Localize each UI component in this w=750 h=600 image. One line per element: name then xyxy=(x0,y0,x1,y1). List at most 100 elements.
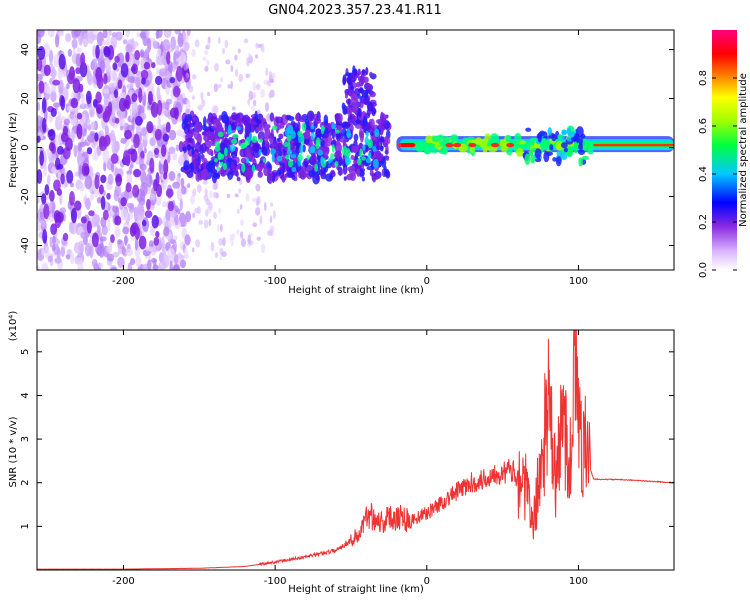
spectrogram-blob xyxy=(285,154,291,160)
spectrogram-blob xyxy=(110,266,118,270)
spectrogram-blob xyxy=(251,135,258,143)
spectrogram-blob xyxy=(187,137,193,144)
spectrogram-blob xyxy=(306,154,310,161)
spectrogram-blob xyxy=(172,181,181,189)
spectrogram-blob xyxy=(176,129,183,137)
spectrogram-blob xyxy=(299,117,307,123)
spectrogram-blob xyxy=(184,234,191,246)
spectrogram-blob xyxy=(255,83,261,91)
spectrogram-blob xyxy=(216,223,220,233)
spectrogram-blob xyxy=(102,209,109,221)
spectrogram-blob xyxy=(122,226,130,235)
spectrogram-blob xyxy=(238,188,242,194)
spectrogram-blob xyxy=(230,80,233,90)
spectrogram-blob xyxy=(248,240,254,246)
spectrogram-blob xyxy=(203,134,210,142)
spectrogram-blob xyxy=(79,62,88,78)
spectrogram-blob xyxy=(261,139,266,152)
spectrogram-blob xyxy=(174,107,179,120)
spectrogram-blob xyxy=(70,97,79,109)
spectrogram-blob xyxy=(331,127,336,140)
spectrogram-blob xyxy=(48,49,54,64)
spectrogram-blob xyxy=(384,136,391,145)
spectrogram-blob xyxy=(181,217,187,227)
x-tick-label: -200 xyxy=(112,576,135,587)
spectrogram-blob xyxy=(120,197,127,207)
spectrogram-blob xyxy=(578,157,583,167)
spectrogram-blob xyxy=(365,82,372,91)
spectrogram-blob xyxy=(263,201,267,212)
spectrogram-blob xyxy=(195,172,201,182)
spectrogram-blob xyxy=(370,118,375,129)
spectrogram-blob xyxy=(109,70,118,82)
spectrogram-blob xyxy=(53,102,61,108)
y-tick-label: 0 xyxy=(20,144,31,150)
spectrogram-blob xyxy=(120,207,129,221)
spectrogram-blob xyxy=(168,64,173,73)
spectrogram-blob xyxy=(117,79,123,90)
spectrogram-blob xyxy=(297,159,302,167)
spectrogram-blob xyxy=(357,88,364,93)
spectrogram-blob xyxy=(162,201,167,208)
spectrogram-blob xyxy=(278,133,284,140)
spectrogram-blob xyxy=(431,135,442,143)
spectrogram-blob xyxy=(158,68,167,77)
spectrogram-blob xyxy=(360,163,365,170)
spectrogram-blob xyxy=(120,63,129,78)
bottom-plot-frame xyxy=(36,329,675,571)
spectrogram-blob xyxy=(506,142,515,148)
spectrogram-blob xyxy=(276,169,282,176)
spectrogram-blob xyxy=(155,194,162,206)
spectrogram-blob xyxy=(237,48,241,54)
spectrogram-blob xyxy=(177,208,181,215)
x-tick-label: -200 xyxy=(112,276,135,287)
spectrogram-blob xyxy=(41,97,47,114)
spectrogram-blob xyxy=(208,218,212,227)
spectrogram-blob xyxy=(39,203,44,212)
spectrogram-blob xyxy=(334,160,339,168)
spectrogram-blob xyxy=(238,73,244,83)
spectrogram-blob xyxy=(506,148,513,156)
spectrogram-blob xyxy=(56,248,61,259)
spectrogram-blob xyxy=(184,254,189,260)
spectrogram-blob xyxy=(154,128,162,141)
spectrogram-blob xyxy=(173,263,180,270)
spectrogram-blob xyxy=(190,194,195,205)
spectrogram-blob xyxy=(152,264,159,270)
spectrogram-blob xyxy=(95,44,100,59)
spectrogram-blob xyxy=(185,108,191,116)
spectrogram-blob xyxy=(66,249,72,255)
spectrogram-blob xyxy=(203,116,207,128)
spectrogram-blob xyxy=(53,179,61,192)
bottom-y-ticks: 1 2 3 4 5 xyxy=(20,349,674,530)
spectrogram-blob xyxy=(182,146,187,152)
spectrogram-blob xyxy=(218,238,224,246)
spectrogram-blob xyxy=(235,126,241,131)
spectrogram-blob xyxy=(375,150,381,161)
spectrogram-blob xyxy=(252,81,257,92)
spectrogram-blob xyxy=(166,51,171,65)
spectrogram-blob xyxy=(181,186,187,195)
spectrogram-blob xyxy=(139,49,145,58)
spectrogram-blob xyxy=(212,182,218,191)
spectrogram-blob xyxy=(150,257,158,264)
spectrogram-blob xyxy=(111,142,118,154)
spectrogram-blob xyxy=(133,168,142,178)
spectrogram-blob xyxy=(356,93,361,99)
spectrogram-blob xyxy=(350,97,358,107)
spectrogram-blob xyxy=(186,144,191,151)
spectrogram-blob xyxy=(232,165,237,171)
spectrogram-blob xyxy=(163,226,170,237)
spectrogram-blob xyxy=(131,92,138,103)
spectrogram-blob xyxy=(206,59,210,67)
spectrogram-blob xyxy=(161,102,168,109)
spectrogram-blob xyxy=(183,118,189,124)
spectrogram-blob xyxy=(158,260,167,270)
y-tick-label: 2 xyxy=(20,480,31,486)
spectrogram-blob xyxy=(41,117,47,133)
spectrogram-blob xyxy=(264,102,270,112)
colorbar-tick-label: 0.4 xyxy=(698,166,709,182)
spectrogram-blob xyxy=(113,89,119,99)
spectrogram-blob xyxy=(330,153,335,161)
spectrogram-blob xyxy=(234,193,239,198)
